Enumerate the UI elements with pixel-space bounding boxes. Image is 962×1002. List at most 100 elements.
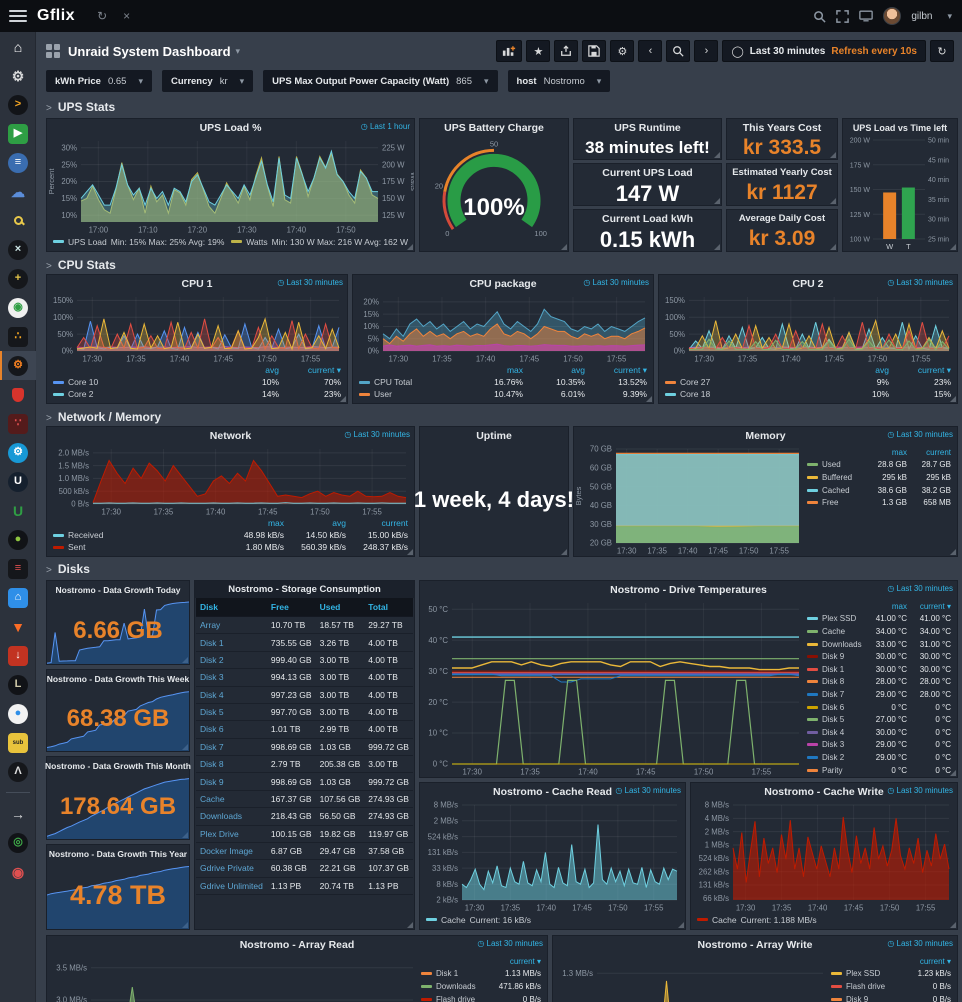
sidebar-app-sub-icon[interactable]: sub <box>0 728 36 757</box>
zoom-out-button[interactable] <box>666 40 691 62</box>
legend-series-Plex SSD[interactable]: Plex SSD <box>807 614 863 623</box>
sidebar-app-lifebuoy-icon[interactable]: ◉ <box>11 863 25 880</box>
legend-series-Core 2[interactable]: Core 2 <box>53 389 217 399</box>
time-override-badge[interactable]: ◷ Last 30 minutes <box>887 939 953 948</box>
legend-sort-current ▾[interactable]: current ▾ <box>917 364 951 375</box>
search-icon[interactable] <box>813 10 826 23</box>
hamburger-menu-icon[interactable] <box>9 10 27 22</box>
legend-series-Disk 3[interactable]: Disk 3 <box>807 740 863 749</box>
legend-sort-max[interactable]: max <box>891 601 907 611</box>
add-panel-button[interactable] <box>496 40 523 62</box>
storage-col-Free[interactable]: Free <box>266 598 316 617</box>
sidebar-app-gear-teal-icon[interactable]: ⚙ <box>0 438 36 467</box>
star-button[interactable]: ★ <box>526 40 551 62</box>
storage-col-Total[interactable]: Total <box>364 598 413 617</box>
sidebar-app-plus-yellow-icon[interactable]: + <box>0 264 36 293</box>
legend-series-Disk 4[interactable]: Disk 4 <box>807 728 863 737</box>
legend-sort-current ▾[interactable]: current ▾ <box>919 601 951 611</box>
legend-series-Disk 1[interactable]: Disk 1 <box>807 665 863 674</box>
legend-series-Received[interactable]: Received <box>53 530 222 540</box>
sidebar-app-search-icon[interactable] <box>0 206 36 235</box>
legend-series-Sent[interactable]: Sent <box>53 542 222 552</box>
time-override-badge[interactable]: ◷ Last 30 minutes <box>583 278 649 287</box>
storage-col-Disk[interactable]: Disk <box>196 598 267 617</box>
legend-series-Parity[interactable]: Parity <box>807 766 863 775</box>
sidebar-app-ubiquiti-icon[interactable]: U <box>0 467 36 496</box>
legend-series-Disk 1[interactable]: Disk 1 <box>421 969 497 978</box>
section-ups-stats[interactable]: ˃ UPS Stats <box>46 100 116 114</box>
sidebar-app-jackett-icon[interactable]: Λ <box>0 757 36 786</box>
time-override-badge[interactable]: ◷ Last 30 minutes <box>615 786 681 795</box>
sidebar-app-download-red-icon[interactable]: ↓ <box>0 641 36 670</box>
legend-series-Used[interactable]: Used <box>807 460 863 469</box>
sidebar-app-cloud-icon[interactable]: ☁ <box>11 183 25 200</box>
section-cpu-stats[interactable]: ˃ CPU Stats <box>46 258 116 272</box>
app-logo[interactable]: Gflix <box>37 7 76 24</box>
cpu2-chart[interactable]: 0% 50% 100% 150% 17:30 17:35 17:40 17:45 17:50 17… <box>659 292 957 364</box>
legend-series-Core 10[interactable]: Core 10 <box>53 377 217 387</box>
sync-icon[interactable]: ↻ <box>97 9 108 23</box>
storage-col-Used[interactable]: Used <box>315 598 365 617</box>
legend-series-Watts[interactable]: Watts <box>246 236 268 247</box>
memory-chart[interactable]: 20 GB 30 GB 40 GB 50 GB 60 GB 70 GB 17:30 17:35… <box>574 444 807 556</box>
legend-series-UPS Load[interactable]: UPS Load <box>68 236 107 247</box>
var-currency[interactable]: Currency kr ▾ <box>161 70 254 92</box>
sidebar-app-network-icon[interactable]: ∴ <box>0 322 36 351</box>
sidebar-app-shield-red-icon[interactable] <box>0 380 36 409</box>
legend-series-Core 18[interactable]: Core 18 <box>665 389 827 399</box>
sidebar-app-chevron-orange-icon[interactable]: > <box>0 90 36 119</box>
legend-sort-current ▾[interactable]: current ▾ <box>613 364 647 375</box>
section-disks[interactable]: ˃ Disks <box>46 562 90 576</box>
legend-series-Cache[interactable]: Cache <box>712 914 737 925</box>
section-network-memory[interactable]: ˃ Network / Memory <box>46 410 162 424</box>
legend-series-Core 27[interactable]: Core 27 <box>665 377 827 387</box>
legend-series-Downloads[interactable]: Downloads <box>807 640 863 649</box>
legend-series-Disk 2[interactable]: Disk 2 <box>807 753 863 762</box>
legend-sort-avg[interactable]: avg <box>875 365 889 375</box>
sidebar-logout-icon[interactable]: → <box>11 805 25 822</box>
time-override-badge[interactable]: ◷ Last 30 minutes <box>887 786 953 795</box>
fullscreen-icon[interactable] <box>836 9 850 23</box>
battery-gauge[interactable]: 0 20 50 100 <box>420 136 568 251</box>
refresh-button[interactable]: ↻ <box>930 40 954 62</box>
legend-sort-max[interactable]: max <box>267 518 284 528</box>
legend-sort-current ▾[interactable]: current ▾ <box>919 956 951 966</box>
close-icon[interactable]: × <box>123 9 131 23</box>
legend-sort-current[interactable]: current <box>926 447 951 457</box>
legend-series-User[interactable]: User <box>359 389 461 399</box>
sidebar-app-home-blue-icon[interactable]: ⌂ <box>0 583 36 612</box>
sidebar-app-play-green-icon[interactable]: ▶ <box>0 119 36 148</box>
sidebar-settings-icon[interactable]: ⚙ <box>11 67 25 84</box>
legend-sort-avg[interactable]: avg <box>265 365 279 375</box>
sidebar-app-red-square-icon[interactable]: ∵ <box>0 409 36 438</box>
legend-series-Disk 9[interactable]: Disk 9 <box>807 652 863 661</box>
cpu-package-chart[interactable]: 0% 5% 10% 15% 20% 17:30 17:35 17:40 17:45 17:50 17… <box>353 292 653 364</box>
time-override-badge[interactable]: ◷ Last 30 minutes <box>887 584 953 593</box>
legend-series-Cache[interactable]: Cache <box>441 914 466 925</box>
legend-sort-max[interactable]: max <box>506 365 523 375</box>
time-override-badge[interactable]: ◷ Last 30 minutes <box>887 430 953 439</box>
legend-series-Disk 8[interactable]: Disk 8 <box>807 677 863 686</box>
legend-series-CPU Total[interactable]: CPU Total <box>359 377 461 387</box>
var-ups-capacity[interactable]: UPS Max Output Power Capacity (Watt) 865 ▾ <box>263 70 498 92</box>
cpu1-chart[interactable]: 0% 50% 100% 150% 17:30 17:35 17:40 17:45 17:50 17… <box>47 292 347 364</box>
legend-sort-current ▾[interactable]: current ▾ <box>509 956 541 966</box>
legend-series-Free[interactable]: Free <box>807 498 863 507</box>
sidebar-app-x-circle-icon[interactable]: × <box>0 235 36 264</box>
legend-series-Disk 6[interactable]: Disk 6 <box>807 703 863 712</box>
save-button[interactable] <box>582 40 607 62</box>
time-override-badge[interactable]: ◷ Last 30 minutes <box>477 939 543 948</box>
sidebar-app-swirl-icon[interactable]: ◉ <box>0 293 36 322</box>
legend-series-Disk 9[interactable]: Disk 9 <box>831 995 907 1002</box>
legend-series-Disk 7[interactable]: Disk 7 <box>807 690 863 699</box>
sidebar-app-lazy-icon[interactable]: L <box>0 670 36 699</box>
time-range-picker[interactable]: ◯ Last 30 minutes Refresh every 10s <box>722 40 926 62</box>
legend-series-Disk 5[interactable]: Disk 5 <box>807 715 863 724</box>
settings-button[interactable]: ⚙ <box>610 40 635 62</box>
time-back-button[interactable]: ‹ <box>638 40 663 62</box>
user-menu[interactable]: gilbn <box>911 10 933 22</box>
drive-temperatures-chart[interactable]: 0 °C 10 °C 20 °C 30 °C 40 °C 50 °C 17:30 17:35 1… <box>420 598 807 777</box>
ups-load-vs-time-chart[interactable]: 100 W 125 W 150 W 175 W 200 W 25 min 30 min 35 … <box>843 136 957 252</box>
share-button[interactable] <box>554 40 579 62</box>
legend-series-Cache[interactable]: Cache <box>807 627 863 636</box>
